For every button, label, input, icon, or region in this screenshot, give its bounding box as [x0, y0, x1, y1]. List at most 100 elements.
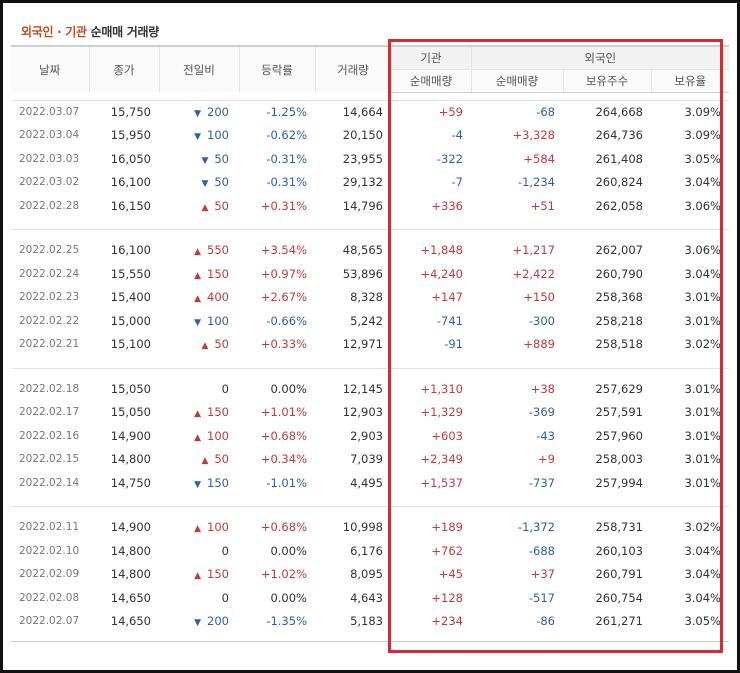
- change-value: 0: [221, 590, 229, 605]
- change-value: 0: [221, 543, 229, 558]
- header-rate: 등락률: [238, 45, 315, 92]
- foreign-net-cell: -1,234: [517, 175, 555, 190]
- table-bottom-line-cell: [11, 633, 729, 642]
- foreign-ratio-cell: 3.06%: [684, 198, 721, 213]
- table-row: 2022.02.24 15,550 ▲ 150 +0.97% 53,896 +4,240 +2…: [11, 262, 729, 286]
- date-cell: 2022.02.15: [19, 453, 80, 466]
- up-triangle-icon: ▲: [201, 456, 209, 467]
- down-triangle-icon: ▼: [201, 155, 209, 166]
- date-cell: 2022.02.17: [19, 406, 80, 419]
- up-triangle-icon: ▲: [194, 432, 202, 443]
- close-price-cell: 15,050: [110, 381, 151, 396]
- table-body: 2022.03.07 15,750 ▼ 200 -1.25% 14,664 +59 -68 26…: [11, 92, 729, 642]
- group-spacer-cell: [11, 507, 729, 516]
- group-spacer: [11, 230, 729, 239]
- change-cell: ▼ 200: [159, 610, 239, 634]
- header-foreign-net: 순매매량: [470, 69, 563, 93]
- foreign-holdings-cell: 258,218: [595, 313, 643, 328]
- inst-net-cell: +128: [431, 590, 463, 605]
- change-cell: ▲ 50: [159, 333, 239, 357]
- inst-net-cell: -4: [451, 128, 463, 143]
- rate-cell: -0.31%: [266, 175, 307, 190]
- spacer-top-cell: [11, 92, 729, 101]
- change-cell: 0: [159, 586, 239, 610]
- foreign-net-cell: -86: [536, 614, 555, 629]
- group-separator: [11, 356, 729, 369]
- foreign-net-cell: +3,328: [512, 128, 555, 143]
- rate-cell: 0.00%: [270, 543, 307, 558]
- foreign-ratio-cell: 3.02%: [684, 337, 721, 352]
- table-row: 2022.02.21 15,100 ▲ 50 +0.33% 12,971 -91 +889 25…: [11, 333, 729, 357]
- table-row: 2022.02.28 16,150 ▲ 50 +0.31% 14,796 +336 +51 26…: [11, 194, 729, 218]
- foreign-net-cell: +584: [523, 151, 555, 166]
- date-cell: 2022.02.08: [19, 591, 80, 604]
- date-cell: 2022.02.11: [19, 521, 80, 534]
- close-price-cell: 15,750: [110, 105, 151, 119]
- rate-cell: 0.00%: [270, 590, 307, 605]
- change-cell: ▲ 550: [159, 239, 239, 263]
- inst-net-cell: +1,848: [420, 243, 463, 258]
- date-cell: 2022.03.03: [19, 152, 80, 165]
- foreign-holdings-cell: 262,007: [595, 243, 643, 258]
- foreign-holdings-cell: 257,960: [595, 428, 643, 443]
- change-value: 200: [207, 105, 229, 119]
- rate-cell: +2.67%: [260, 290, 307, 305]
- title-accent: 외국인 · 기관: [21, 25, 87, 39]
- change-cell: 0: [159, 539, 239, 563]
- close-price-cell: 14,650: [110, 614, 151, 629]
- table-row: 2022.02.10 14,800 0 0.00% 6,176 +762 -688 260,1…: [11, 539, 729, 563]
- table-row: 2022.02.25 16,100 ▲ 550 +3.54% 48,565 +1,848 +1…: [11, 239, 729, 263]
- foreign-net-cell: +2,422: [512, 266, 555, 281]
- foreign-net-cell: -688: [528, 543, 555, 558]
- table-row: 2022.02.07 14,650 ▼ 200 -1.35% 5,183 +234 -86 26…: [11, 610, 729, 634]
- change-cell: ▲ 400: [159, 286, 239, 310]
- inst-net-cell: -7: [451, 175, 463, 190]
- date-cell: 2022.02.21: [19, 338, 80, 351]
- rate-cell: -1.01%: [266, 475, 307, 490]
- close-price-cell: 14,800: [110, 567, 151, 582]
- foreign-ratio-cell: 3.04%: [684, 590, 721, 605]
- group-separator-cell: [11, 494, 729, 507]
- close-price-cell: 14,900: [110, 428, 151, 443]
- change-cell: ▲ 50: [159, 448, 239, 472]
- close-price-cell: 16,100: [110, 175, 151, 190]
- change-value: 50: [214, 175, 229, 190]
- table-row: 2022.02.17 15,050 ▲ 150 +1.01% 12,903 +1,329 -3…: [11, 401, 729, 425]
- change-cell: ▼ 100: [159, 309, 239, 333]
- foreign-ratio-cell: 3.01%: [684, 313, 721, 328]
- foreign-holdings-cell: 260,754: [595, 590, 643, 605]
- down-triangle-icon: ▼: [194, 479, 202, 490]
- change-cell: ▼ 100: [159, 124, 239, 148]
- foreign-ratio-cell: 3.05%: [684, 151, 721, 166]
- inst-net-cell: +45: [438, 567, 463, 582]
- close-price-cell: 16,050: [110, 151, 151, 166]
- up-triangle-icon: ▲: [194, 247, 202, 258]
- volume-cell: 20,150: [342, 128, 383, 143]
- change-cell: ▲ 100: [159, 424, 239, 448]
- date-cell: 2022.02.10: [19, 544, 80, 557]
- foreign-holdings-cell: 257,629: [595, 381, 643, 396]
- volume-cell: 7,039: [350, 452, 383, 467]
- down-triangle-icon: ▼: [201, 179, 209, 190]
- date-cell: 2022.02.07: [19, 615, 80, 628]
- change-value: 50: [214, 198, 229, 213]
- header-date: 날짜: [11, 45, 89, 92]
- close-price-cell: 14,800: [110, 543, 151, 558]
- volume-cell: 12,903: [342, 405, 383, 420]
- change-value: 200: [207, 614, 229, 629]
- inst-net-cell: +762: [431, 543, 463, 558]
- header-change: 전일비: [158, 45, 239, 92]
- foreign-ratio-cell: 3.06%: [684, 243, 721, 258]
- date-cell: 2022.02.09: [19, 568, 80, 581]
- change-cell: ▼ 150: [159, 471, 239, 495]
- date-cell: 2022.02.28: [19, 199, 80, 212]
- change-cell: 0: [159, 377, 239, 401]
- change-cell: ▲ 150: [159, 262, 239, 286]
- foreign-ratio-cell: 3.01%: [684, 381, 721, 396]
- inst-net-cell: -322: [436, 151, 463, 166]
- close-price-cell: 14,900: [110, 520, 151, 535]
- table-row: 2022.02.22 15,000 ▼ 100 -0.66% 5,242 -741 -300 2…: [11, 309, 729, 333]
- rate-cell: -1.25%: [266, 105, 307, 119]
- rate-cell: -0.31%: [266, 151, 307, 166]
- foreign-ratio-cell: 3.01%: [684, 428, 721, 443]
